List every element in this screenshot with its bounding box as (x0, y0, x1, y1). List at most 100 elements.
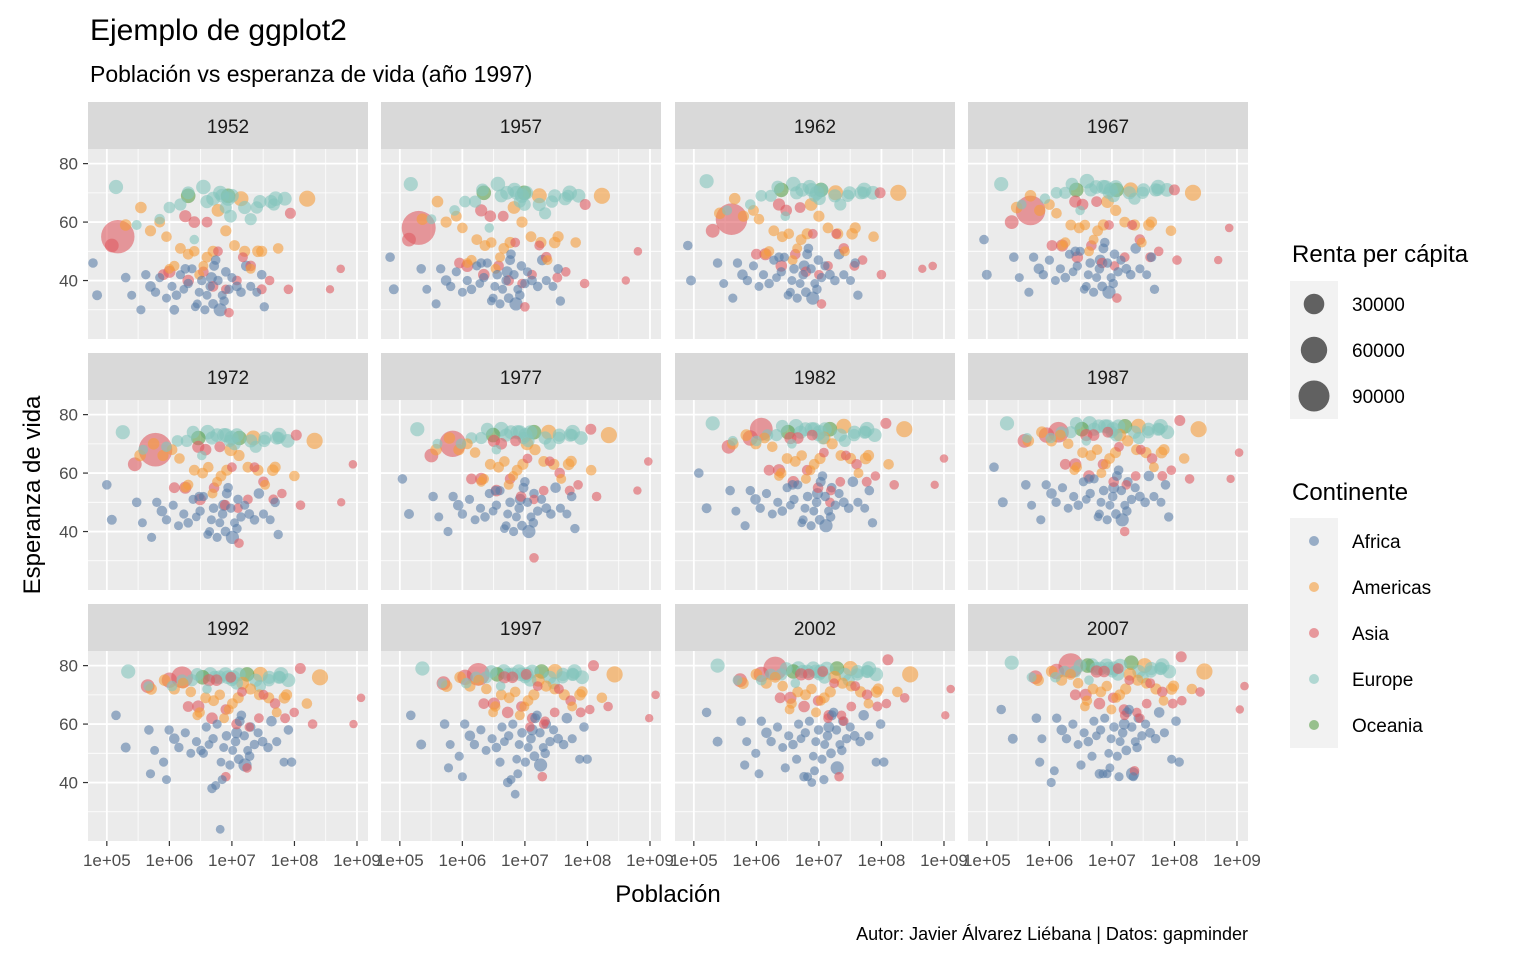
scatter-point (820, 491, 830, 502)
scatter-point (796, 450, 807, 461)
scatter-point (177, 677, 189, 689)
size-legend-key (1300, 336, 1328, 364)
scatter-point (1184, 474, 1195, 484)
scatter-point (155, 273, 165, 283)
scatter-point (336, 264, 346, 274)
scatter-point (239, 731, 249, 741)
scatter-point (240, 500, 250, 510)
x-tick-label: 1e+08 (271, 851, 319, 870)
scatter-point (539, 207, 552, 220)
scatter-point (633, 247, 643, 256)
scatter-point (1166, 465, 1177, 476)
scatter-point (260, 479, 271, 490)
scatter-point (621, 276, 630, 285)
scatter-point (497, 210, 509, 222)
x-tick-label: 1e+07 (501, 851, 549, 870)
scatter-point (1135, 713, 1145, 723)
scatter-point (286, 757, 297, 767)
y-axis-title: Esperanza de vida (19, 395, 46, 594)
scatter-point (946, 684, 955, 694)
scatter-point (1098, 485, 1109, 496)
scatter-point (1059, 186, 1072, 199)
scatter-point (307, 719, 318, 729)
scatter-point (831, 725, 842, 735)
scatter-point (1045, 432, 1056, 444)
plot-title: Ejemplo de ggplot2 (90, 14, 347, 47)
scatter-point (476, 725, 486, 735)
scatter-point (258, 509, 269, 519)
scatter-point (451, 267, 461, 277)
scatter-point (1034, 204, 1046, 216)
scatter-point (754, 769, 764, 779)
scatter-point (570, 237, 581, 248)
scatter-point (179, 210, 192, 223)
facet-panel-1972: 1972 40 60 80 (59, 353, 368, 590)
scatter-point (847, 428, 861, 442)
scatter-point (830, 761, 844, 775)
x-tick-label: 1e+07 (795, 851, 843, 870)
scatter-point (505, 497, 515, 508)
scatter-point (244, 722, 255, 732)
scatter-point (549, 707, 560, 718)
scatter-point (633, 486, 642, 495)
scatter-point (1084, 183, 1098, 197)
scatter-point (454, 751, 464, 761)
scatter-point (809, 506, 819, 516)
scatter-point (498, 671, 511, 684)
scatter-point (311, 669, 329, 686)
scatter-point (1105, 500, 1115, 510)
scatter-point (457, 772, 467, 782)
scatter-point (1153, 707, 1165, 718)
scatter-point (443, 526, 453, 537)
scatter-point (841, 189, 854, 202)
y-tick-label: 80 (59, 155, 78, 174)
size-legend-title: Renta per cápita (1292, 241, 1469, 268)
scatter-point (206, 515, 216, 525)
facet-panel-1992: 1992 40 60 80 1e+05 1e+06 1e+07 1e+08 1e+09 (59, 604, 381, 870)
scatter-point (807, 228, 818, 239)
scatter-point (439, 719, 450, 729)
scatter-point (299, 190, 316, 207)
scatter-point (271, 707, 282, 718)
scatter-point (767, 441, 778, 453)
scatter-point (556, 473, 567, 484)
scatter-point (179, 284, 189, 294)
color-legend-key (1309, 582, 1319, 592)
scatter-point (603, 701, 613, 712)
scatter-point (770, 429, 783, 442)
scatter-point (277, 191, 292, 206)
scatter-point (520, 278, 530, 289)
scatter-point (792, 754, 802, 764)
y-tick-label: 60 (59, 213, 78, 232)
panel-background (675, 149, 955, 339)
scatter-point (154, 213, 165, 225)
scatter-point (457, 509, 468, 519)
scatter-point (217, 290, 227, 300)
scatter-point (269, 698, 281, 709)
scatter-point (575, 707, 586, 718)
scatter-point (1036, 515, 1046, 525)
scatter-point (272, 737, 282, 747)
scatter-point (1149, 284, 1160, 294)
scatter-point (754, 281, 764, 291)
scatter-point (284, 207, 296, 219)
scatter-point (280, 713, 291, 724)
scatter-point (510, 435, 521, 447)
scatter-point (538, 719, 549, 729)
scatter-point (872, 701, 883, 712)
scatter-point (120, 272, 131, 283)
scatter-point (784, 704, 795, 715)
scatter-point (979, 234, 989, 245)
scatter-point (258, 689, 269, 700)
scatter-point (1122, 435, 1134, 447)
scatter-point (181, 186, 195, 200)
scatter-point (902, 666, 919, 683)
scatter-point (179, 509, 189, 519)
scatter-point (152, 497, 162, 507)
scatter-point (202, 684, 212, 694)
scatter-point (1079, 728, 1089, 738)
scatter-point (725, 485, 735, 496)
scatter-point (190, 302, 200, 312)
scatter-point (119, 219, 132, 231)
scatter-point (1084, 675, 1094, 685)
